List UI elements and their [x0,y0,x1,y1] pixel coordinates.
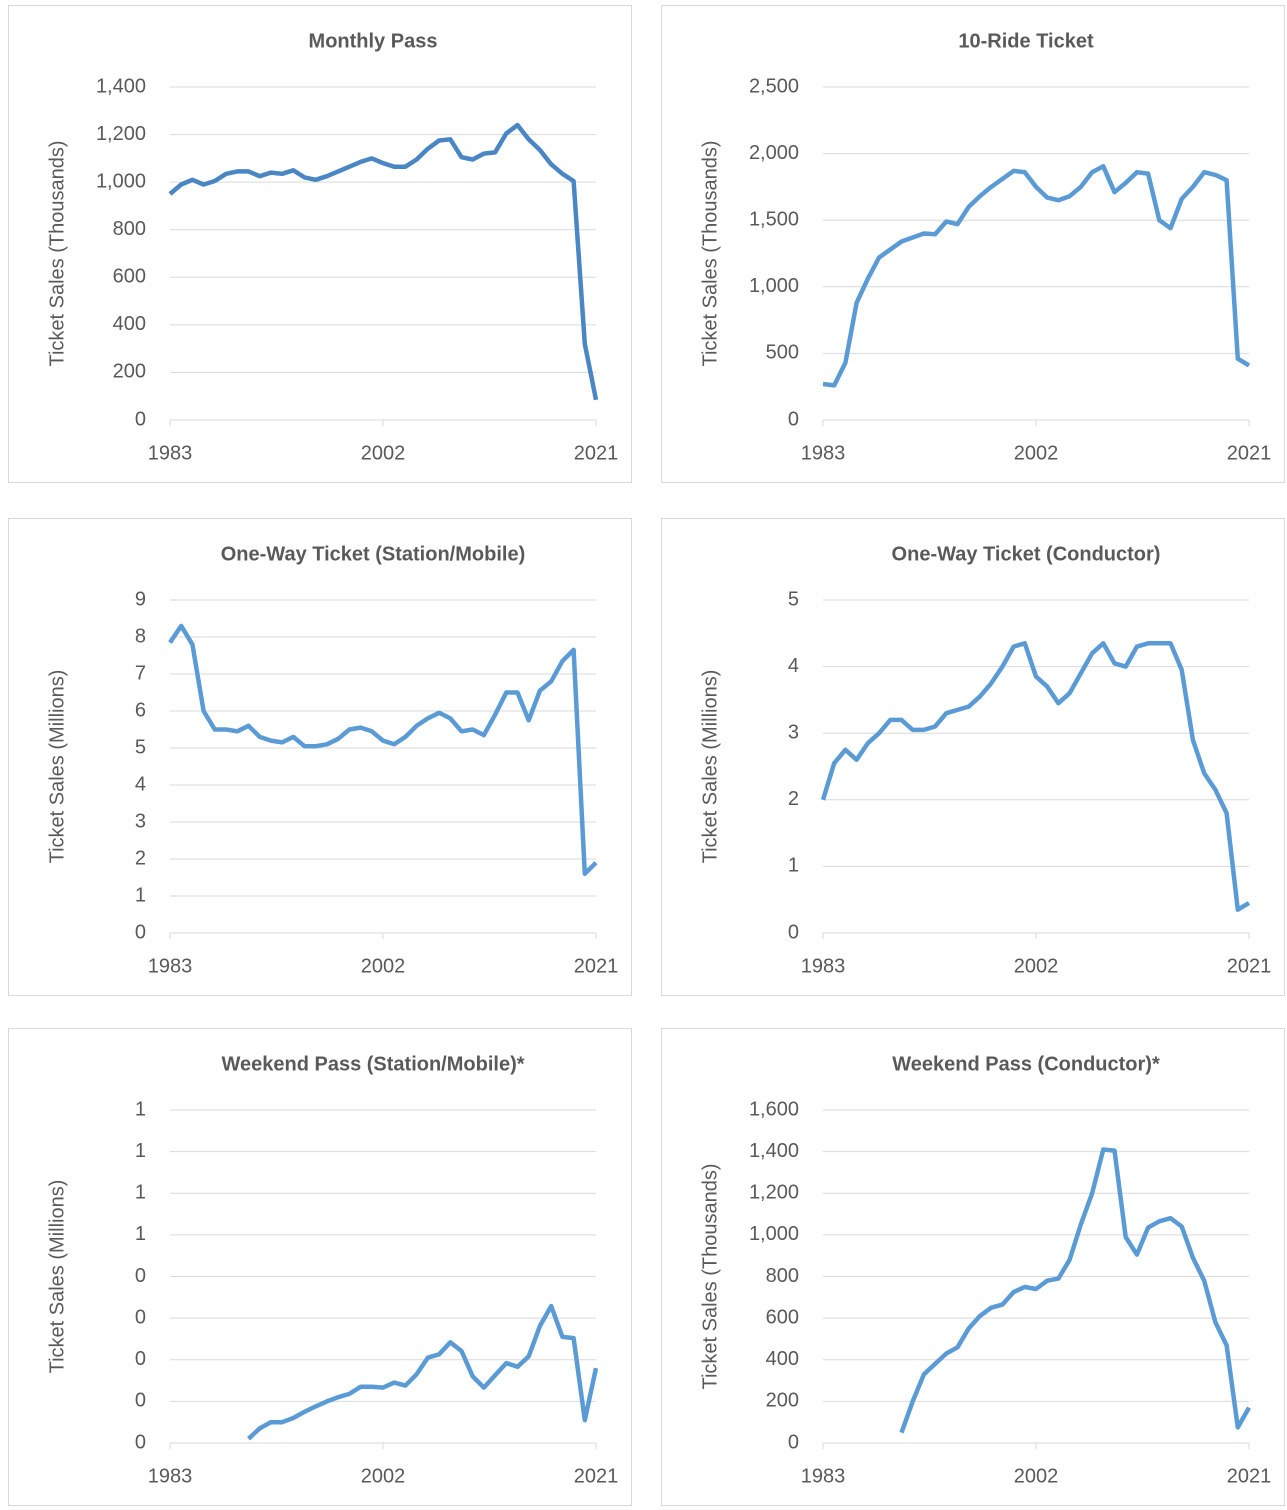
y-tick-label: 8 [135,625,146,647]
x-tick-label: 2002 [1014,442,1059,464]
x-tick-label: 2021 [574,1465,619,1487]
chart-title: 10-Ride Ticket [958,30,1094,52]
y-axis-label: Ticket Sales (Thousands) [46,140,68,366]
y-tick-label: 1,000 [749,275,799,297]
x-tick-label: 2021 [1227,442,1272,464]
y-tick-label: 1,400 [96,75,146,97]
y-tick-label: 0 [135,1431,146,1453]
y-tick-label: 1 [135,1223,146,1245]
y-tick-label: 6 [135,699,146,721]
y-tick-label: 600 [113,266,146,288]
y-tick-label: 1 [135,1182,146,1204]
x-tick-label: 1983 [148,442,193,464]
x-tick-label: 1983 [148,1465,193,1487]
y-tick-label: 2 [135,847,146,869]
x-tick-label: 1983 [801,442,846,464]
y-axis-label: Ticket Sales (Thousands) [699,1163,721,1389]
chart-panel: Monthly Pass Ticket Sales (Thousands) 0 200… [8,5,632,483]
x-tick-label: 2021 [574,442,619,464]
data-line [168,623,598,877]
y-tick-label: 0 [135,1265,146,1287]
y-tick-label: 1 [788,855,799,877]
y-tick-label: 9 [135,588,146,610]
chart-title: One-Way Ticket (Conductor) [892,543,1161,565]
y-tick-label: 2 [788,788,799,810]
y-tick-label: 7 [135,662,146,684]
y-tick-label: 1,600 [749,1098,799,1120]
data-line [246,1303,599,1441]
y-tick-label: 200 [766,1390,799,1412]
chart-title: Weekend Pass (Conductor)* [892,1053,1160,1075]
data-line [820,641,1251,912]
y-tick-label: 1 [135,1098,146,1120]
y-tick-label: 3 [788,721,799,743]
x-tick-label: 2002 [361,955,406,977]
x-tick-label: 1983 [148,955,193,977]
x-tick-label: 2002 [361,442,406,464]
y-tick-label: 0 [135,1348,146,1370]
y-tick-label: 2,500 [749,75,799,97]
y-tick-label: 1,500 [749,208,799,230]
panel-border [8,518,632,996]
chart-panel: Weekend Pass (Conductor)* Ticket Sales (T… [661,1028,1285,1506]
y-tick-label: 400 [766,1348,799,1370]
chart-title: One-Way Ticket (Station/Mobile) [221,543,525,565]
y-tick-label: 500 [766,342,799,364]
y-tick-label: 1,200 [749,1182,799,1204]
y-tick-label: 4 [788,655,799,677]
y-tick-label: 600 [766,1306,799,1328]
y-tick-label: 200 [113,361,146,383]
y-axis-label: Ticket Sales (Millions) [46,670,68,864]
panel-border [661,5,1285,483]
x-tick-label: 2021 [1227,955,1272,977]
y-axis-label: Ticket Sales (Millions) [699,670,721,864]
y-tick-label: 0 [788,1431,799,1453]
y-tick-label: 3 [135,810,146,832]
y-tick-label: 2,000 [749,142,799,164]
y-axis-label: Ticket Sales (Millions) [46,1180,68,1374]
y-tick-label: 0 [788,921,799,943]
x-tick-label: 2002 [1014,955,1059,977]
panel-border [8,5,632,483]
chart-panel: 10-Ride Ticket Ticket Sales (Thousands) 0 5… [661,5,1285,483]
chart-panel: Weekend Pass (Station/Mobile)* Ticket Sal… [8,1028,632,1506]
y-axis-label: Ticket Sales (Thousands) [699,140,721,366]
chart-title: Monthly Pass [309,30,438,52]
y-tick-label: 1,000 [96,170,146,192]
y-tick-label: 0 [135,1306,146,1328]
x-tick-label: 2021 [1227,1465,1272,1487]
data-line [822,164,1251,388]
chart-panel: One-Way Ticket (Station/Mobile) Ticket Sa… [8,518,632,996]
y-tick-label: 1,200 [96,123,146,145]
chart-panel: One-Way Ticket (Conductor) Ticket Sales (… [661,518,1285,996]
x-tick-label: 1983 [801,955,846,977]
panel-border [661,1028,1285,1506]
y-tick-label: 1,400 [749,1140,799,1162]
y-tick-label: 0 [788,408,799,430]
panel-border [8,1028,632,1506]
x-tick-label: 2002 [361,1465,406,1487]
chart-title: Weekend Pass (Station/Mobile)* [221,1053,524,1075]
x-tick-label: 2002 [1014,1465,1059,1487]
y-tick-label: 5 [788,588,799,610]
panel-border [661,518,1285,996]
y-tick-label: 5 [135,736,146,758]
y-tick-label: 0 [135,1390,146,1412]
data-line [168,122,599,401]
y-tick-label: 1 [135,884,146,906]
y-tick-label: 1,000 [749,1223,799,1245]
y-tick-label: 0 [135,921,146,943]
y-tick-label: 800 [113,218,146,240]
data-line [899,1147,1251,1434]
x-tick-label: 2021 [574,955,619,977]
y-tick-label: 800 [766,1265,799,1287]
y-tick-label: 1 [135,1140,146,1162]
x-tick-label: 1983 [801,1465,846,1487]
y-tick-label: 400 [113,313,146,335]
y-tick-label: 0 [135,408,146,430]
y-tick-label: 4 [135,773,146,795]
